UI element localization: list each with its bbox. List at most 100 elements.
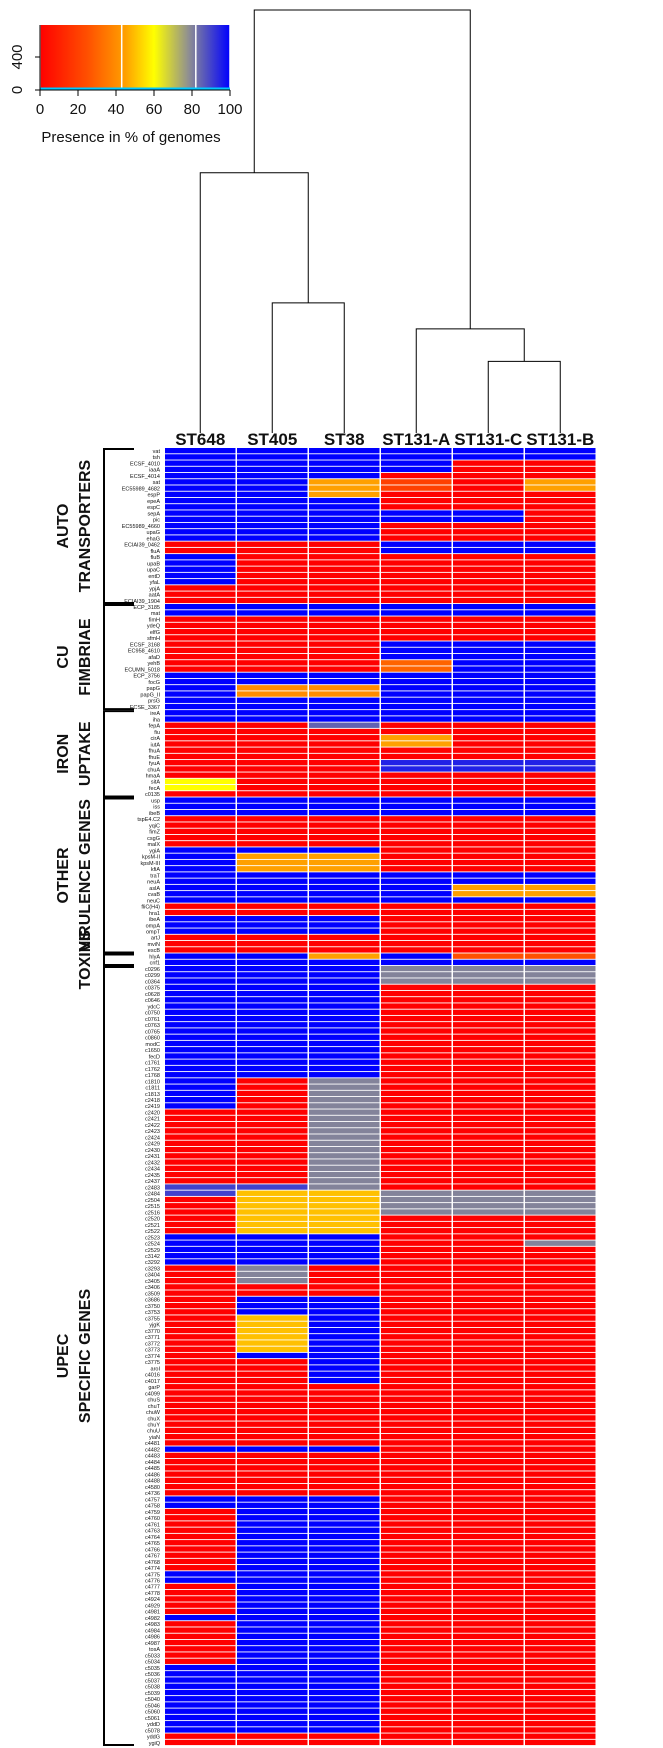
- heatmap-cell: [237, 1583, 308, 1590]
- heatmap-cell: [165, 1452, 236, 1459]
- gene-label: neuC: [147, 898, 160, 904]
- heatmap-cell: [237, 1415, 308, 1421]
- heatmap-cell: [453, 1433, 524, 1440]
- gene-label: ECSF_4014: [130, 474, 160, 480]
- heatmap-cell: [381, 1015, 452, 1022]
- heatmap-cell: [165, 909, 236, 916]
- heatmap-cell: [237, 747, 308, 753]
- heatmap-cell: [525, 903, 596, 909]
- heatmap-cell: [237, 1315, 308, 1321]
- heatmap-cell: [453, 1047, 524, 1053]
- gene-label: c2516: [145, 1210, 160, 1216]
- gene-label: c3406: [145, 1285, 160, 1291]
- heatmap-cell: [165, 1583, 236, 1590]
- heatmap-cell: [453, 747, 524, 753]
- heatmap-cell: [309, 716, 380, 722]
- gene-label: c0628: [145, 992, 160, 998]
- heatmap-cell: [525, 1327, 596, 1334]
- heatmap-cell: [525, 685, 596, 691]
- heatmap-cell: [165, 1521, 236, 1527]
- heatmap-cell: [381, 1146, 452, 1153]
- heatmap-cell: [165, 1321, 236, 1327]
- heatmap-cell: [525, 1109, 596, 1115]
- heatmap-cell: [309, 1134, 380, 1140]
- heatmap-cell: [165, 1340, 236, 1346]
- heatmap-cell: [381, 1090, 452, 1097]
- heatmap-cell: [309, 1727, 380, 1733]
- heatmap-cell: [453, 472, 524, 479]
- heatmap-cell: [525, 572, 596, 579]
- gene-label: c4736: [145, 1491, 160, 1497]
- heatmap-cell: [237, 1596, 308, 1602]
- heatmap-cell: [237, 884, 308, 891]
- heatmap-cell: [165, 1003, 236, 1009]
- gene-label: chuU: [147, 1429, 160, 1435]
- gene-label: aslA: [149, 886, 160, 892]
- heatmap-cell: [381, 716, 452, 722]
- heatmap-cell: [165, 878, 236, 884]
- heatmap-cell: [453, 1234, 524, 1240]
- heatmap-cell: [525, 1377, 596, 1384]
- heatmap-cell: [165, 1565, 236, 1571]
- heatmap-cell: [381, 1533, 452, 1540]
- heatmap-cell: [237, 916, 308, 922]
- heatmap-cell: [381, 585, 452, 591]
- gene-label: ompA: [146, 923, 161, 929]
- heatmap-cell: [453, 940, 524, 947]
- heatmap-cell: [525, 560, 596, 566]
- heatmap-cell: [381, 1452, 452, 1459]
- heatmap-cell: [453, 922, 524, 928]
- heatmap-cell: [237, 834, 308, 841]
- gene-label: c4767: [145, 1554, 160, 1560]
- gene-label: fliC(H4): [141, 905, 160, 911]
- heatmap-cell: [453, 1589, 524, 1596]
- heatmap-cell: [525, 604, 596, 610]
- heatmap-cell: [309, 1022, 380, 1028]
- heatmap-cell: [525, 1633, 596, 1640]
- gene-label: iha: [153, 717, 161, 723]
- gene-label: c3775: [145, 1360, 160, 1366]
- heatmap-cell: [381, 697, 452, 703]
- heatmap-cell: [309, 591, 380, 597]
- heatmap-cell: [453, 1452, 524, 1459]
- heatmap-cell: [237, 1340, 308, 1346]
- heatmap-cell: [381, 1402, 452, 1409]
- heatmap-cell: [165, 479, 236, 485]
- heatmap-cell: [309, 1521, 380, 1527]
- heatmap-cell: [165, 660, 236, 666]
- heatmap-cell: [237, 1565, 308, 1571]
- heatmap-cell: [309, 722, 380, 728]
- heatmap-cell: [525, 753, 596, 760]
- gene-label: c4984: [145, 1628, 160, 1634]
- heatmap-cell: [165, 560, 236, 566]
- heatmap-cell: [165, 678, 236, 685]
- heatmap-cell: [309, 1128, 380, 1134]
- heatmap-cell: [165, 1589, 236, 1596]
- gene-label: tsh: [153, 455, 160, 461]
- gene-label: c2524: [145, 1242, 160, 1248]
- heatmap-cell: [309, 585, 380, 591]
- heatmap-cell: [381, 641, 452, 647]
- heatmap-cell: [453, 1246, 524, 1253]
- heatmap-cell: [165, 1365, 236, 1371]
- heatmap-cell: [165, 1009, 236, 1015]
- heatmap-cell: [309, 604, 380, 610]
- heatmap-cell: [525, 1521, 596, 1527]
- gene-label: neuA: [147, 880, 160, 886]
- heatmap-cell: [525, 978, 596, 984]
- heatmap-cell: [453, 541, 524, 547]
- gene-label: chuW: [146, 1410, 161, 1416]
- heatmap-cell: [453, 878, 524, 884]
- heatmap-cell: [453, 1602, 524, 1608]
- heatmap-cell: [381, 1409, 452, 1415]
- heatmap-cell: [525, 610, 596, 616]
- heatmap-cell: [309, 1558, 380, 1565]
- heatmap-cell: [381, 1502, 452, 1508]
- heatmap-cell: [453, 666, 524, 672]
- gene-label: mat: [151, 611, 161, 617]
- heatmap-cell: [453, 859, 524, 866]
- heatmap-cell: [453, 1627, 524, 1633]
- gene-label: c2421: [145, 1117, 160, 1123]
- heatmap-cell: [237, 953, 308, 959]
- gene-label: c2418: [145, 1098, 160, 1104]
